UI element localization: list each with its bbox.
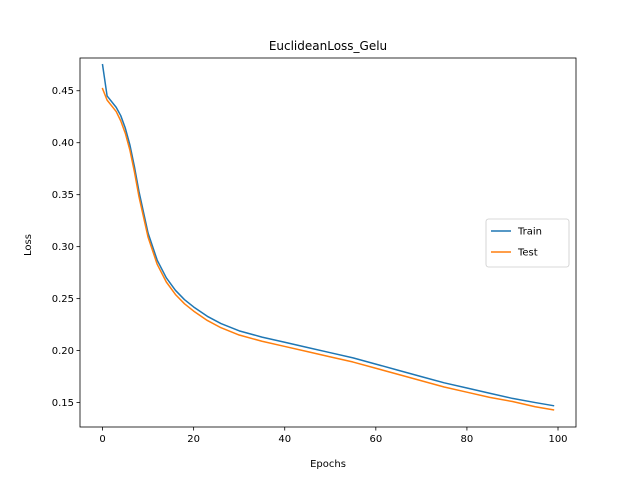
y-tick-label: 0.15 (52, 398, 74, 409)
chart-title: EuclideanLoss_Gelu (269, 39, 387, 53)
series-line-train (101, 63, 555, 407)
y-tick-label: 0.40 (52, 138, 74, 149)
legend-label-test: Test (517, 248, 538, 259)
x-tick-label: 20 (187, 434, 200, 445)
y-tick-label: 0.35 (52, 190, 74, 201)
series-layer (101, 63, 555, 411)
y-tick-label: 0.30 (52, 242, 74, 253)
x-tick-label: 100 (548, 434, 567, 445)
y-tick-label: 0.45 (52, 86, 74, 97)
axes-layer: 0 20 40 60 80 100 0.15 0.20 0.25 0.30 0.35 0.40 0.45 (52, 57, 577, 445)
x-axis-label: Epochs (310, 459, 346, 470)
y-tick-label: 0.25 (52, 294, 74, 305)
x-tick-label: 60 (369, 434, 382, 445)
y-tick-label: 0.20 (52, 346, 74, 357)
x-tick-label: 40 (278, 434, 291, 445)
x-tick-label: 0 (99, 434, 105, 445)
x-tick-label: 80 (461, 434, 474, 445)
series-line-test (101, 87, 555, 411)
legend: Train Test (485, 218, 570, 268)
legend-label-train: Train (517, 227, 542, 238)
y-axis-label: Loss (23, 234, 34, 256)
plot-frame (79, 57, 577, 428)
